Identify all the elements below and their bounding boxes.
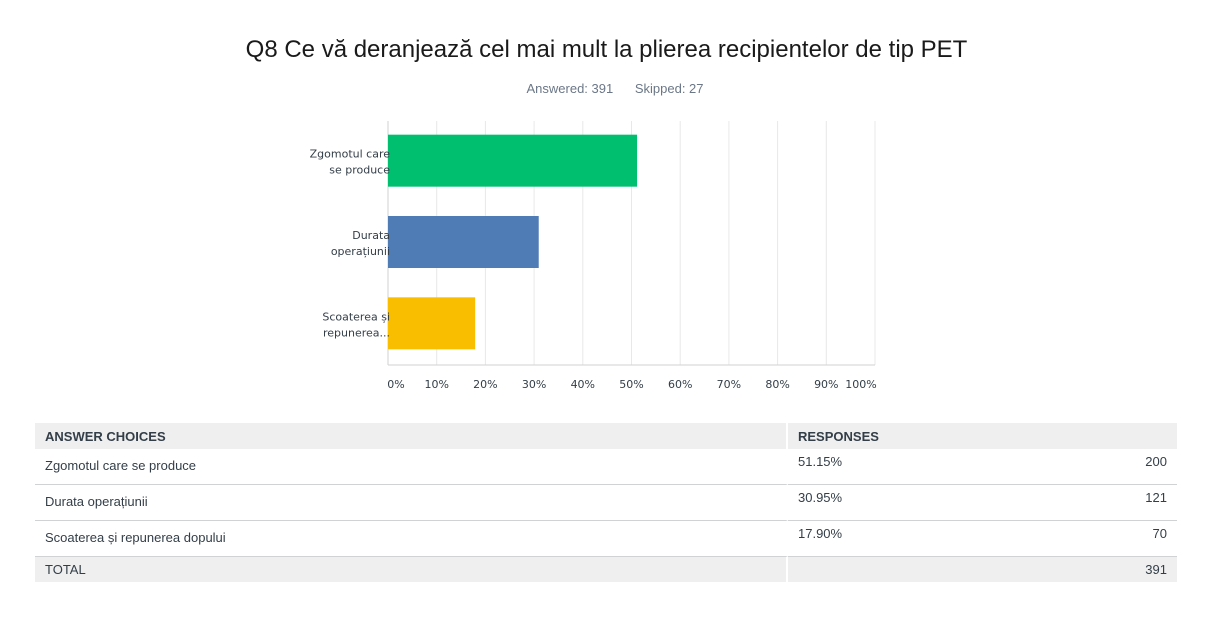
- table-row: Zgomotul care se produce 51.15% 200: [35, 449, 1177, 485]
- bars: [388, 134, 638, 350]
- x-tick-label: 0%: [387, 378, 404, 391]
- x-tick-label: 10%: [424, 378, 448, 391]
- response-percent: 17.90%: [788, 521, 968, 557]
- category-label: Zgomotul care: [310, 148, 391, 161]
- response-count: 121: [968, 485, 1177, 521]
- x-tick-label: 70%: [717, 378, 741, 391]
- total-count: 391: [968, 557, 1177, 582]
- table-header-row: ANSWER CHOICES RESPONSES: [35, 423, 1177, 449]
- x-tick-label: 60%: [668, 378, 692, 391]
- table-row: Durata operațiunii 30.95% 121: [35, 485, 1177, 521]
- bar: [388, 297, 476, 350]
- total-label: TOTAL: [35, 557, 788, 582]
- x-tick-label: 40%: [571, 378, 595, 391]
- total-row: TOTAL 391: [35, 557, 1177, 582]
- x-tick-label: 30%: [522, 378, 546, 391]
- response-percent: 51.15%: [788, 449, 968, 485]
- category-label: Durata: [352, 229, 390, 242]
- answer-choice: Scoaterea și repunerea dopului: [35, 521, 788, 557]
- header-answer-choices: ANSWER CHOICES: [35, 423, 788, 449]
- x-tick-labels: 0% 10% 20% 30% 40% 50% 60% 70% 80% 90% 100%: [387, 378, 876, 391]
- bar: [388, 134, 638, 187]
- category-label: repunerea...: [323, 326, 390, 339]
- question-title: Q8 Ce vă deranjează cel mai mult la plie…: [245, 36, 968, 63]
- responses-table: ANSWER CHOICES RESPONSES Zgomotul care s…: [35, 423, 1177, 582]
- total-empty: [788, 557, 968, 582]
- bar-chart: Zgomotul care se produce Durata operațiunii…: [310, 121, 877, 391]
- x-tick-label: 20%: [473, 378, 497, 391]
- bar: [388, 216, 539, 268]
- response-count: 200: [968, 449, 1177, 485]
- x-tick-label: 90%: [814, 378, 838, 391]
- response-count: 70: [968, 521, 1177, 557]
- response-percent: 30.95%: [788, 485, 968, 521]
- category-label: operațiunii: [331, 245, 390, 258]
- skipped-count: Skipped: 27: [634, 81, 704, 96]
- x-tick-label: 50%: [619, 378, 643, 391]
- x-tick-label: 100%: [845, 378, 876, 391]
- answered-count: Answered: 391: [526, 81, 614, 96]
- table-row: Scoaterea și repunerea dopului 17.90% 70: [35, 521, 1177, 557]
- response-stats: Answered: 391 Skipped: 27: [0, 81, 1213, 96]
- header-responses: RESPONSES: [788, 423, 1177, 449]
- category-labels: Zgomotul care se produce Durata operațiunii…: [310, 148, 391, 340]
- category-label: Scoaterea și: [322, 310, 390, 323]
- answer-choice: Zgomotul care se produce: [35, 449, 788, 485]
- category-label: se produce: [329, 164, 390, 177]
- x-tick-label: 80%: [765, 378, 789, 391]
- answer-choice: Durata operațiunii: [35, 485, 788, 521]
